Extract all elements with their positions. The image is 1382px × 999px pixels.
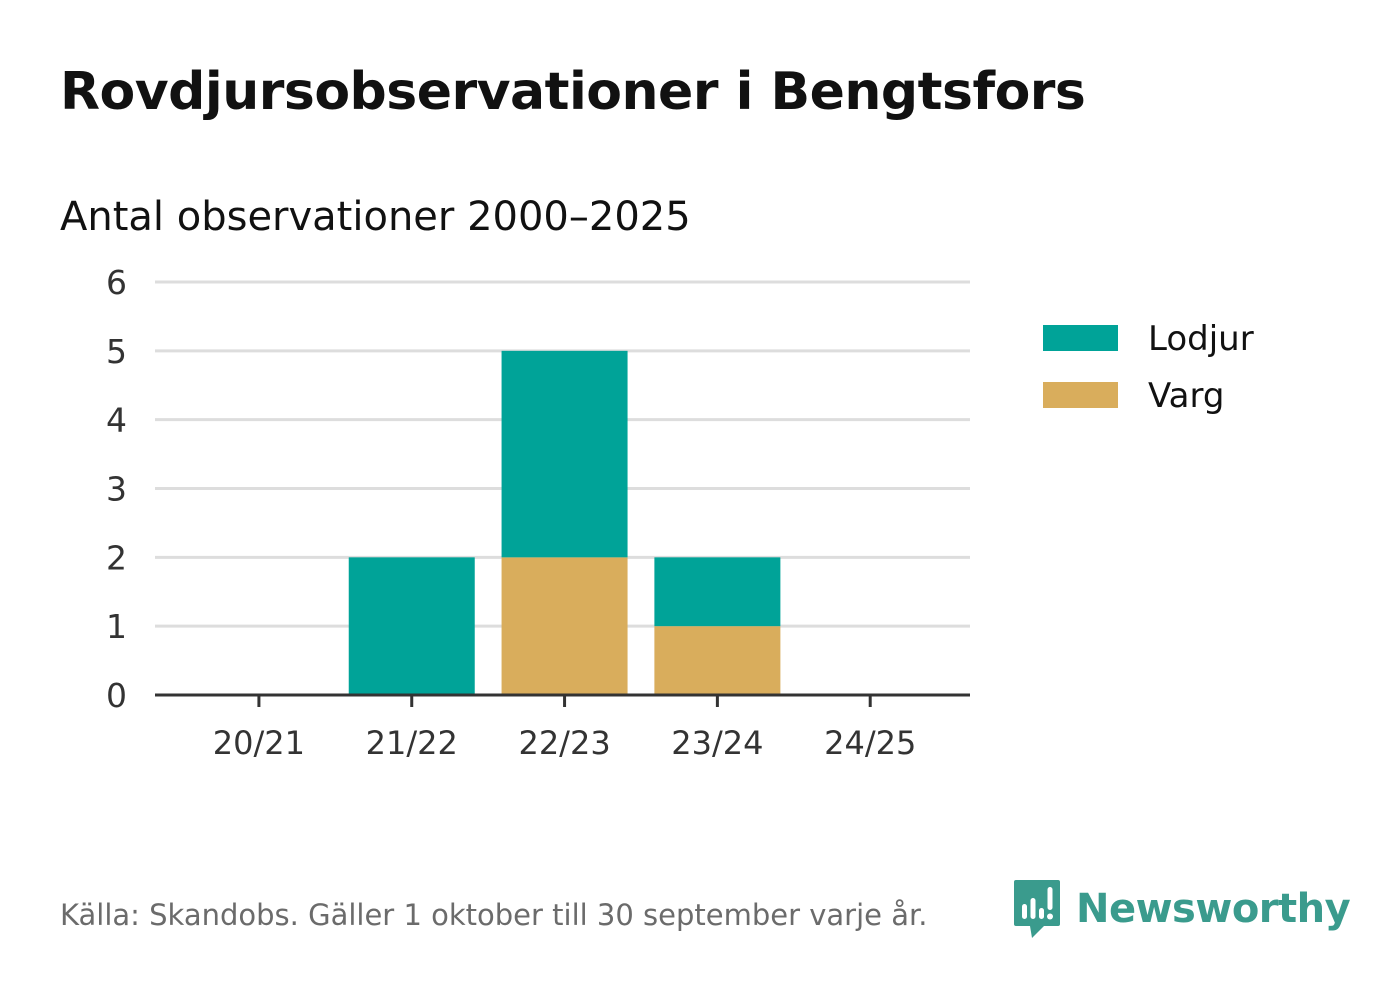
newsworthy-logo-icon xyxy=(1014,880,1060,938)
y-tick-label: 6 xyxy=(106,263,127,302)
brand-name: Newsworthy xyxy=(1076,886,1351,932)
legend-swatch-varg xyxy=(1043,382,1118,408)
x-tick-label: 24/25 xyxy=(824,724,916,762)
y-tick-label: 2 xyxy=(106,538,127,577)
bar-lodjur-21-22 xyxy=(348,557,475,695)
x-tick-label: 23/24 xyxy=(671,724,763,762)
bar-varg-22-23 xyxy=(501,557,628,695)
brand-logo: Newsworthy xyxy=(1012,878,1351,940)
bar-lodjur-22-23 xyxy=(501,350,628,558)
source-note: Källa: Skandobs. Gäller 1 oktober till 3… xyxy=(60,898,928,932)
y-tick-label: 5 xyxy=(106,332,127,371)
x-tick-label: 20/21 xyxy=(213,724,305,762)
legend-label-varg: Varg xyxy=(1148,376,1224,416)
x-tick-label: 21/22 xyxy=(366,724,458,762)
y-tick-label: 4 xyxy=(106,401,127,440)
bars xyxy=(348,350,781,695)
stacked-bar-chart: 0 1 2 3 4 5 6 20/21 21/22 22/23 23/24 24/25 Lodjur… xyxy=(106,263,1254,762)
y-axis-tick-labels: 0 1 2 3 4 5 6 xyxy=(106,263,127,715)
bar-lodjur-23-24 xyxy=(654,557,781,627)
y-tick-label: 1 xyxy=(106,607,127,646)
y-tick-label: 3 xyxy=(106,470,127,509)
y-tick-label: 0 xyxy=(106,676,127,715)
x-tick-label: 22/23 xyxy=(518,724,610,762)
legend-label-lodjur: Lodjur xyxy=(1148,319,1254,359)
bar-varg-23-24 xyxy=(654,626,781,695)
x-axis: 20/21 21/22 22/23 23/24 24/25 xyxy=(155,693,970,762)
legend: Lodjur Varg xyxy=(1043,319,1254,416)
chart-subtitle: Antal observationer 2000–2025 xyxy=(60,194,691,240)
legend-swatch-lodjur xyxy=(1043,325,1118,351)
chart-title: Rovdjursobservationer i Bengtsfors xyxy=(60,62,1086,122)
